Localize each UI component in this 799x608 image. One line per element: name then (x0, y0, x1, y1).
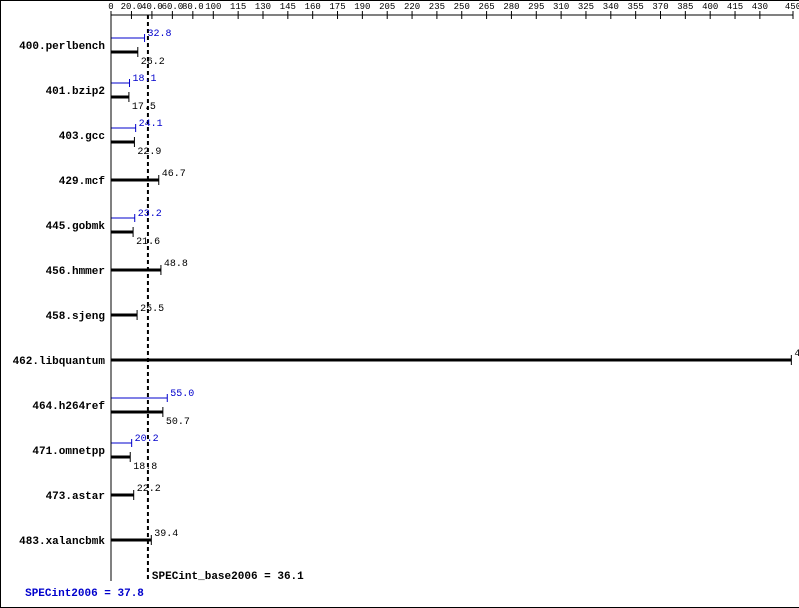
axis-tick-label: 250 (454, 2, 470, 12)
benchmark-label: 483.xalancbmk (19, 536, 105, 548)
peak-value-label: 55.0 (170, 389, 194, 400)
axis-tick-label: 100 (205, 2, 221, 12)
base-value-label: 22.9 (137, 147, 161, 158)
axis-tick-label: 160 (305, 2, 321, 12)
benchmark-label: 429.mcf (59, 176, 106, 188)
axis-tick-label: 355 (628, 2, 644, 12)
axis-tick-label: 220 (404, 2, 420, 12)
base-value-label: 25.5 (140, 304, 164, 315)
benchmark-label: 401.bzip2 (46, 86, 105, 98)
peak-value-label: 32.8 (148, 29, 172, 40)
summary-peak-label: SPECint2006 = 37.8 (25, 588, 144, 600)
axis-tick-label: 450 (785, 2, 799, 12)
base-value-label: 48.8 (164, 259, 188, 270)
axis-tick-label: 310 (553, 2, 569, 12)
axis-tick-label: 40.0 (141, 2, 163, 12)
base-value-label: 17.5 (132, 102, 156, 113)
peak-value-label: 20.2 (135, 434, 159, 445)
peak-value-label: 23.2 (138, 209, 162, 220)
summary-base-label: SPECint_base2006 = 36.1 (152, 571, 304, 583)
benchmark-label: 462.libquantum (13, 356, 106, 368)
axis-tick-label: 175 (329, 2, 345, 12)
axis-tick-label: 20.0 (121, 2, 143, 12)
axis-tick-label: 0 (108, 2, 113, 12)
benchmark-label: 445.gobmk (46, 221, 106, 233)
base-value-label: 39.4 (154, 529, 178, 540)
benchmark-label: 473.astar (46, 491, 105, 503)
spec-chart: 0 20.040.060.080.0100 115 130 145 160 175 190 20… (0, 0, 799, 608)
base-value-label: 50.7 (166, 417, 190, 428)
base-value-label: 18.8 (133, 462, 157, 473)
axis-tick-label: 370 (652, 2, 668, 12)
base-value-label: 22.2 (137, 484, 161, 495)
base-value-label: 26.2 (141, 57, 165, 68)
axis-tick-label: 265 (478, 2, 494, 12)
base-value-label: 21.6 (136, 237, 160, 248)
axis-tick-label: 205 (379, 2, 395, 12)
peak-value-label: 18.1 (133, 74, 157, 85)
axis-tick-label: 385 (677, 2, 693, 12)
axis-tick-label: 325 (578, 2, 594, 12)
benchmark-label: 471.omnetpp (32, 446, 105, 458)
axis-tick-label: 280 (503, 2, 519, 12)
benchmark-label: 464.h264ref (32, 401, 105, 413)
benchmark-label: 456.hmmer (46, 266, 105, 278)
axis-tick-label: 190 (354, 2, 370, 12)
axis-tick-label: 115 (230, 2, 246, 12)
axis-tick-label: 60.0 (162, 2, 184, 12)
axis-tick-label: 235 (429, 2, 445, 12)
peak-value-label: 24.1 (139, 119, 163, 130)
axis-tick-label: 145 (280, 2, 296, 12)
chart-svg: 0 20.040.060.080.0100 115 130 145 160 175 190 20… (1, 1, 799, 607)
axis-tick-label: 295 (528, 2, 544, 12)
axis-tick-label: 430 (752, 2, 768, 12)
benchmark-label: 458.sjeng (46, 311, 105, 323)
axis-tick-label: 415 (727, 2, 743, 12)
axis-tick-label: 130 (255, 2, 271, 12)
benchmark-label: 403.gcc (59, 131, 105, 143)
axis-tick-label: 400 (702, 2, 718, 12)
base-value-label: 46.7 (162, 169, 186, 180)
base-value-label: 449 (794, 349, 799, 360)
axis-tick-label: 340 (603, 2, 619, 12)
axis-tick-label: 80.0 (182, 2, 204, 12)
benchmark-label: 400.perlbench (19, 41, 105, 53)
